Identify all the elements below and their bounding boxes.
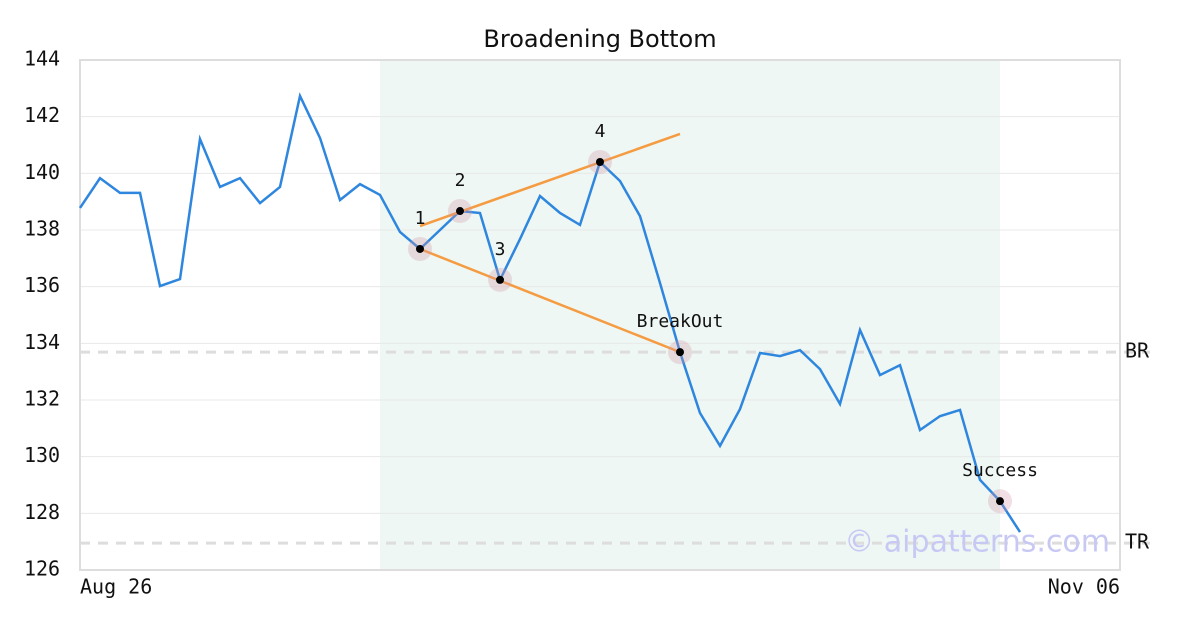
point-label: BreakOut: [637, 311, 724, 332]
price-line: [78, 92, 1022, 533]
watermark: © aipatterns.com: [844, 525, 1110, 560]
point-label: 3: [495, 239, 506, 260]
point-label: 2: [455, 170, 466, 191]
point-dot: [676, 348, 684, 357]
point-dot: [596, 158, 604, 166]
y-tick-label: 142: [24, 103, 60, 127]
highlight-region: [380, 60, 1000, 570]
y-tick-label: 134: [24, 330, 60, 354]
level-label: TR: [1125, 530, 1150, 554]
x-tick-label: Aug 26: [80, 575, 152, 599]
point-dot: [456, 207, 464, 216]
plot-frame: [79, 59, 1121, 571]
y-tick-label: 128: [24, 500, 60, 524]
y-tick-label: 144: [24, 47, 60, 71]
point-dot: [496, 275, 504, 284]
point-label: 4: [595, 121, 606, 142]
y-tick-label: 140: [24, 160, 60, 184]
y-tick-label: 138: [24, 217, 60, 241]
point-label: 1: [415, 208, 426, 229]
level-label: BR: [1125, 339, 1150, 363]
point-dot: [416, 244, 424, 253]
trendline: [419, 247, 681, 354]
point-dot: [996, 497, 1004, 506]
y-tick-label: 130: [24, 443, 60, 467]
x-tick-label: Nov 06: [1048, 575, 1120, 599]
point-label: Success: [962, 460, 1038, 481]
y-tick-label: 136: [24, 273, 60, 297]
chart-title: Broadening Bottom: [483, 25, 716, 53]
y-tick-label: 126: [24, 557, 60, 581]
y-tick-label: 132: [24, 387, 60, 411]
